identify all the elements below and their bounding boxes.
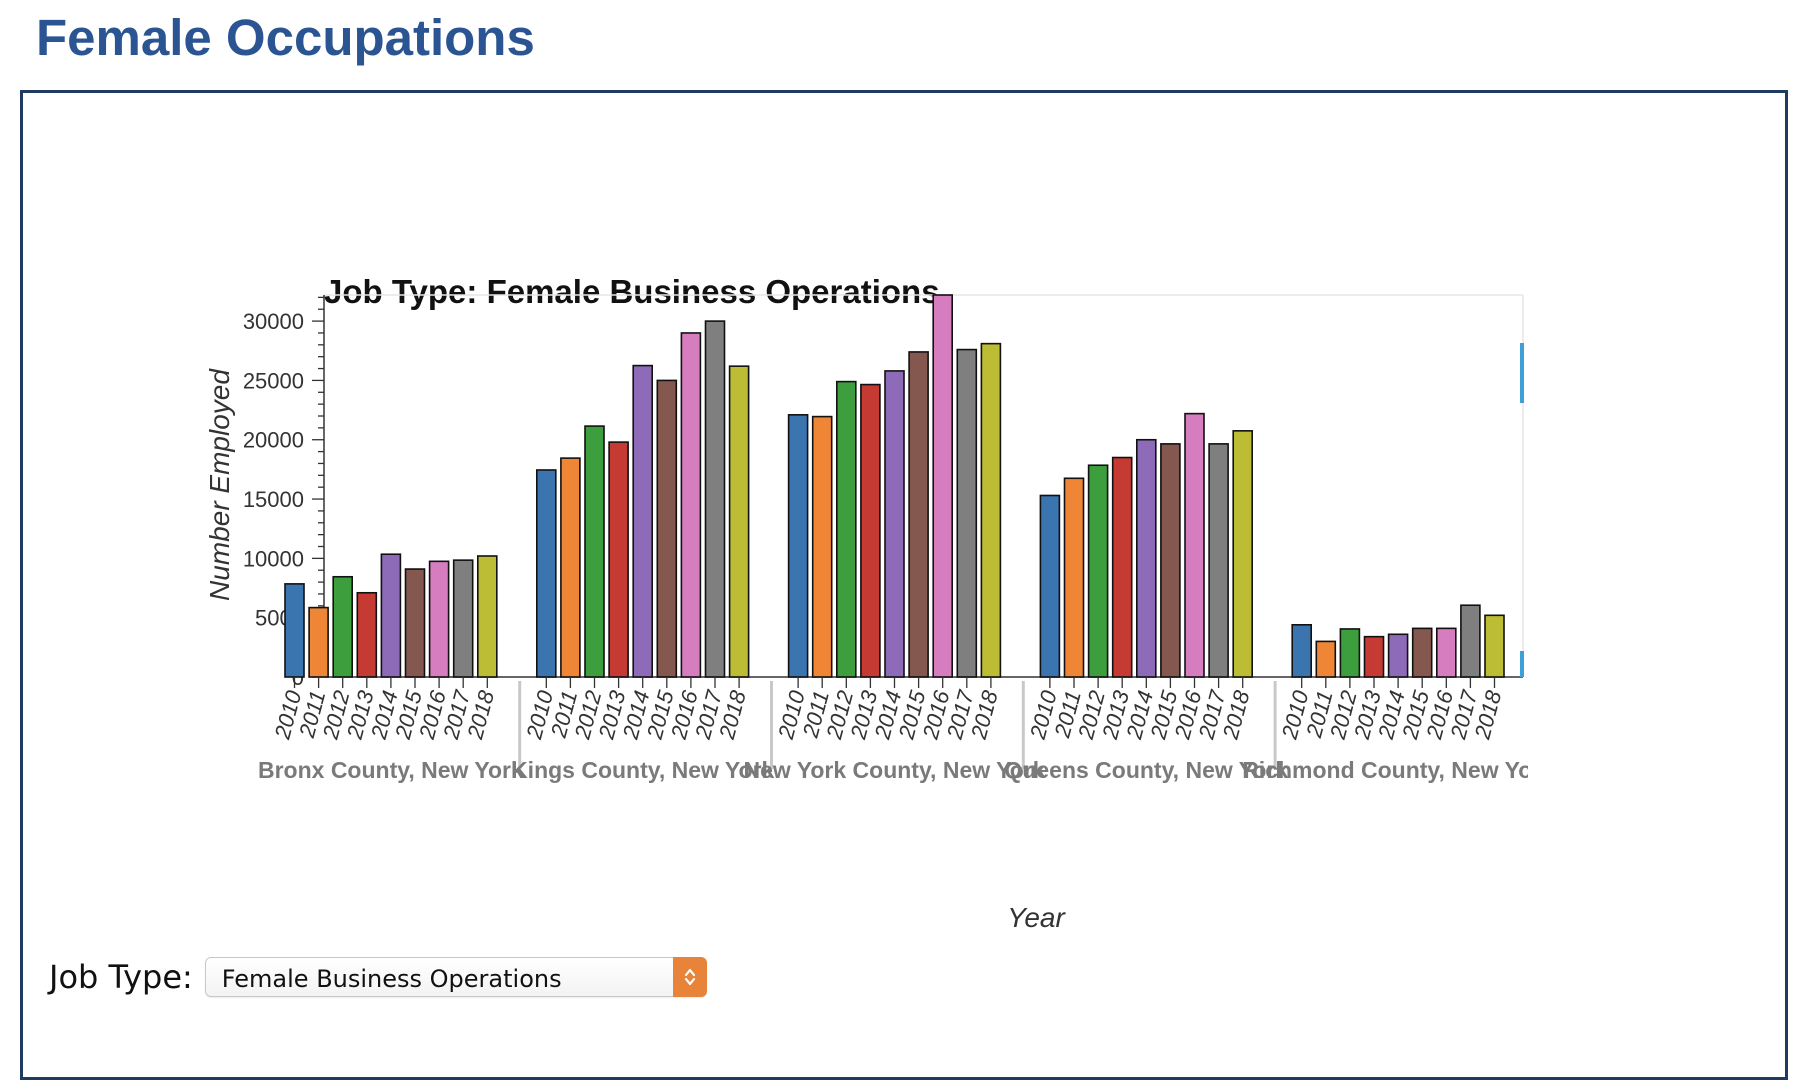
bar: [1039, 494, 1061, 678]
scroll-handle-top[interactable]: [1520, 343, 1524, 403]
bar: [356, 591, 378, 678]
bar: [956, 348, 978, 678]
bar: [860, 383, 881, 678]
bar: [835, 380, 857, 678]
bar: [908, 351, 929, 678]
bar: [1436, 627, 1457, 678]
bar: [656, 379, 678, 678]
bar: [1232, 430, 1253, 678]
page-title: Female Occupations: [36, 9, 535, 66]
group-label: Bronx County, New York: [258, 757, 524, 783]
chart-panel: Job Type: Female Business Operations Num…: [20, 90, 1788, 1080]
group-label: New York County, New York: [743, 757, 1045, 783]
bar: [728, 365, 750, 678]
bar: [1184, 412, 1205, 678]
bar: [932, 294, 954, 678]
y-tick-label: 30000: [243, 309, 304, 334]
bar: [680, 332, 702, 678]
group-label: Queens County, New York: [1004, 757, 1288, 783]
group-label: Kings County, New York: [511, 757, 774, 783]
bar: [1484, 614, 1505, 678]
bar: [332, 575, 354, 678]
bar: [704, 320, 726, 678]
bar: [428, 560, 450, 678]
bar-chart: Job Type: Female Business Operations Num…: [204, 273, 1554, 933]
bar: [811, 415, 833, 678]
bar: [584, 425, 605, 678]
group-label: Richmond County, New York: [1242, 757, 1554, 783]
bar: [1063, 477, 1085, 678]
job-type-label: Job Type:: [49, 958, 193, 996]
bar: [535, 469, 557, 678]
job-type-selector-row: Job Type: Female Business Operations: [49, 954, 707, 1000]
bar: [1387, 633, 1409, 678]
bar: [452, 559, 474, 678]
chart-title: Job Type: Female Business Operations: [324, 273, 940, 310]
bar: [1315, 640, 1337, 678]
bar: [608, 441, 629, 678]
y-tick-label: 20000: [243, 428, 304, 453]
job-type-select[interactable]: Female Business Operations: [204, 957, 707, 997]
y-tick-label: 15000: [243, 487, 304, 512]
bar: [1208, 443, 1229, 678]
bar: [476, 555, 498, 678]
bar: [1291, 624, 1312, 678]
x-axis-label: Year: [1007, 902, 1066, 933]
bar: [787, 414, 809, 678]
bar: [1136, 438, 1157, 678]
bar: [632, 364, 654, 678]
y-tick-label: 25000: [243, 368, 304, 393]
bar: [308, 606, 329, 678]
bar: [1411, 627, 1433, 678]
scroll-handle-bottom[interactable]: [1520, 651, 1524, 677]
bar: [884, 370, 905, 678]
bar: [980, 342, 1002, 678]
y-tick-label: 10000: [243, 546, 304, 571]
bar: [284, 583, 305, 678]
bar: [380, 553, 402, 678]
y-axis-label: Number Employed: [204, 368, 235, 601]
bar: [560, 457, 581, 678]
bar: [1363, 635, 1385, 678]
bar: [1339, 628, 1361, 678]
bar: [1460, 604, 1481, 678]
job-type-select-value: Female Business Operations: [221, 965, 562, 993]
chart-marks: 0500010000150002000025000300002010201120…: [243, 294, 1554, 783]
bar: [1087, 464, 1109, 678]
chevron-up-down-icon[interactable]: [672, 957, 707, 997]
bar: [404, 568, 426, 678]
bar: [1160, 443, 1181, 678]
bar: [1111, 456, 1133, 678]
